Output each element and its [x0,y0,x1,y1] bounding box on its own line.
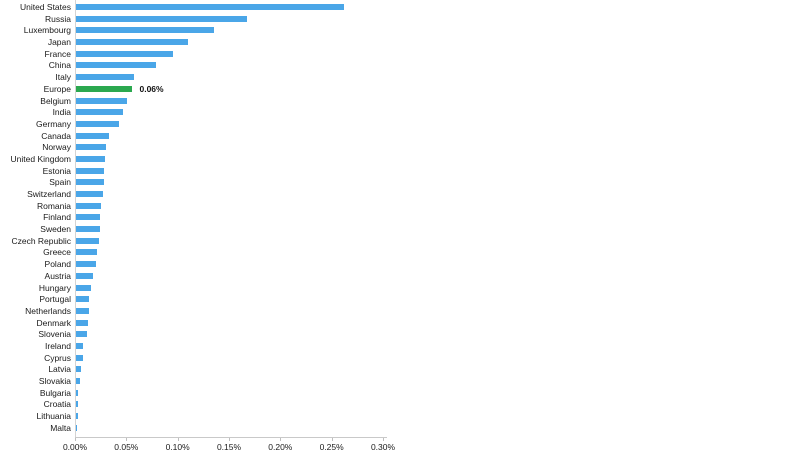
x-axis-tick [229,438,230,441]
category-label: Italy [55,72,71,83]
x-axis-tick [331,438,333,441]
category-label: Belgium [40,95,71,106]
bar [75,109,124,116]
category-label: Lithuania [36,411,71,422]
category-label: Luxembourg [23,25,71,36]
bar [75,366,81,373]
bar [75,389,79,396]
x-axis-tick [126,438,128,441]
category-label: Switzerland [27,189,71,200]
bar [75,214,101,221]
bar [75,15,248,22]
category-label: Estonia [42,165,71,176]
bar [75,50,173,57]
bar [75,191,103,198]
bar [75,120,120,127]
bar [75,249,97,256]
bar [75,354,84,361]
category-label: Poland [44,259,71,270]
category-label: Bulgaria [39,387,71,398]
bar-value-annotation: 0.06% [139,83,164,94]
category-label: Romania [36,200,71,211]
x-axis-tick-label: 0.05% [114,442,139,452]
category-label: Germany [36,118,71,129]
highlight-bar [75,85,133,92]
category-label: Ireland [45,341,71,351]
category-label: Croatia [43,399,71,410]
y-axis-line [75,0,76,438]
category-label: Japan [47,37,71,48]
category-label: Finland [43,212,71,223]
x-axis-tick [75,438,76,441]
bar [75,155,106,162]
bar [75,401,79,408]
category-label: Hungary [38,282,71,293]
bar [75,261,97,268]
bar [75,144,106,151]
bar [75,202,101,209]
category-label: Denmark [36,317,71,328]
category-label: Czech Republic [11,235,71,246]
category-label: India [52,107,71,118]
x-axis-tick-label: 0.25% [319,442,344,452]
x-axis-tick [280,438,282,441]
bar [75,179,104,186]
category-label: United Kingdom [10,153,71,164]
category-label: United States [19,2,71,12]
category-label: Malta [50,422,71,433]
category-label: Russia [45,13,71,24]
bar [75,74,134,81]
x-axis-tick-label: 0.20% [268,442,293,452]
category-label: Slovakia [38,376,71,387]
bar [75,343,84,349]
category-label: Slovenia [38,329,71,340]
x-axis-tick [177,438,179,441]
x-axis-tick [383,438,384,441]
category-label: France [44,48,71,59]
bar [75,4,344,10]
x-axis-tick-label: 0.30% [370,442,396,452]
category-label: Netherlands [25,305,71,316]
bar [75,39,188,46]
bar [75,296,90,303]
x-axis-tick-label: 0.00% [62,442,88,452]
category-label: Austria [44,270,71,281]
bar [75,237,100,244]
bar [75,378,81,385]
category-label: Sweden [40,224,71,235]
bar [75,226,100,233]
x-axis-line [75,437,387,438]
bar [75,62,157,69]
category-label: Portugal [39,294,71,305]
x-axis-tick-label: 0.15% [216,442,242,452]
bar [75,284,92,291]
bar [75,319,89,326]
category-label: Greece [43,247,71,258]
bar [75,272,93,279]
category-label: Norway [42,142,71,153]
bar [75,27,214,34]
category-label: Latvia [48,364,71,375]
category-label: Canada [41,130,71,141]
category-label: Cyprus [44,352,71,363]
bar [75,167,105,174]
category-label: China [48,60,71,71]
category-label: Spain [49,177,71,188]
bar [75,132,109,139]
bar [75,97,128,104]
bar [75,307,89,314]
x-axis-tick-label: 0.10% [165,442,190,452]
category-label: Europe [43,83,71,94]
bar [75,413,79,420]
bar [75,331,87,338]
